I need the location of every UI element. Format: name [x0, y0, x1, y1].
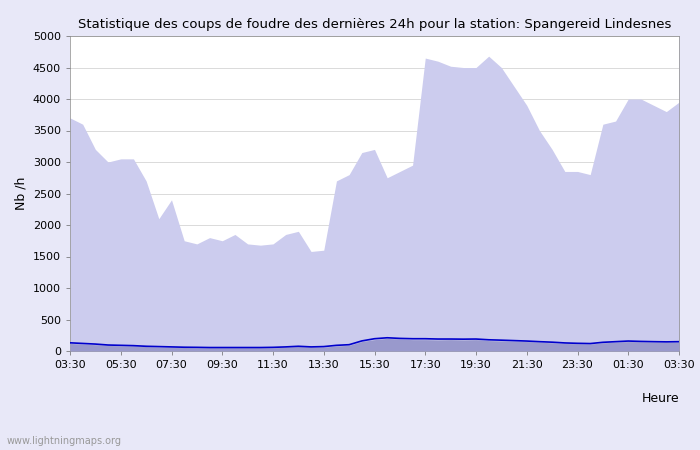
Title: Statistique des coups de foudre des dernières 24h pour la station: Spangereid Li: Statistique des coups de foudre des dern…: [78, 18, 671, 31]
Y-axis label: Nb /h: Nb /h: [14, 177, 27, 210]
Text: Heure: Heure: [641, 392, 679, 405]
Text: www.lightningmaps.org: www.lightningmaps.org: [7, 436, 122, 446]
